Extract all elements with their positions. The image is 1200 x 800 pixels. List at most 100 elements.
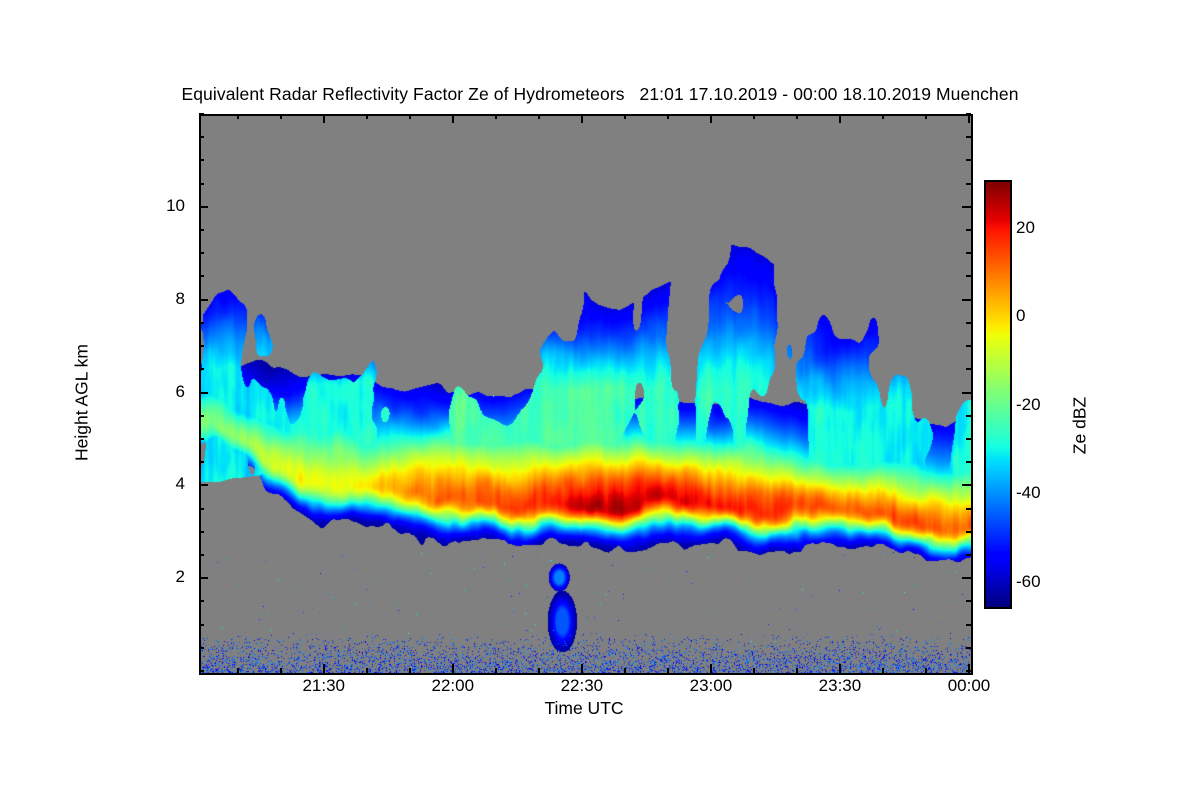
y-tick-minor-right xyxy=(966,553,971,556)
x-tick-minor xyxy=(537,668,540,673)
y-tick-minor-right xyxy=(966,368,971,371)
colorbar-tick-label: 0 xyxy=(1016,306,1026,326)
colorbar-tick-label: -40 xyxy=(1016,483,1041,503)
y-tick-minor xyxy=(199,414,204,417)
x-tick-minor-top xyxy=(881,114,884,119)
x-tick-major-top xyxy=(838,114,841,123)
y-tick-label: 10 xyxy=(166,195,185,215)
y-tick-minor xyxy=(199,321,204,324)
x-tick-minor xyxy=(881,668,884,673)
y-tick-minor xyxy=(199,670,204,672)
x-tick-minor-top xyxy=(752,114,755,119)
y-tick-minor xyxy=(199,113,204,115)
x-tick-minor-top xyxy=(236,114,239,119)
y-tick-minor-right xyxy=(966,414,971,417)
x-tick-major xyxy=(451,664,454,673)
x-tick-minor-top xyxy=(623,114,626,119)
x-tick-minor-top xyxy=(279,114,282,119)
figure-title: Equivalent Radar Reflectivity Factor Ze … xyxy=(181,84,1019,104)
y-tick-label: 6 xyxy=(175,381,185,401)
y-tick-minor-right xyxy=(966,136,971,139)
colorbar-tick-label: 20 xyxy=(1016,217,1035,237)
colorbar-tick-label: -20 xyxy=(1016,394,1041,414)
y-tick-minor xyxy=(199,623,204,626)
y-axis-title: Height AGL km xyxy=(71,343,92,462)
y-tick-minor-right xyxy=(966,507,971,510)
y-tick-minor xyxy=(199,368,204,371)
y-tick-minor-right xyxy=(966,275,971,278)
x-tick-minor xyxy=(795,668,798,673)
x-tick-minor-top xyxy=(494,114,497,119)
x-tick-minor xyxy=(666,668,669,673)
y-tick-minor xyxy=(199,229,204,232)
y-tick-major xyxy=(199,484,208,487)
y-tick-minor-right xyxy=(966,321,971,324)
colorbar-title: Ze dBZ xyxy=(1069,396,1090,455)
x-tick-label: 22:30 xyxy=(560,676,604,695)
x-tick-minor-top xyxy=(924,114,927,119)
y-tick-minor xyxy=(199,646,204,649)
y-tick-minor-right xyxy=(966,623,971,626)
plot-area xyxy=(199,114,973,675)
y-tick-minor xyxy=(199,182,204,185)
y-tick-minor-right xyxy=(966,345,971,348)
y-tick-major-right xyxy=(962,391,971,394)
x-tick-minor xyxy=(279,668,282,673)
y-tick-minor xyxy=(199,345,204,348)
x-tick-minor xyxy=(924,668,927,673)
x-tick-major xyxy=(968,664,970,673)
y-tick-label: 2 xyxy=(175,567,185,587)
x-tick-major-top xyxy=(451,114,454,123)
y-tick-minor-right xyxy=(966,113,971,115)
x-tick-minor-top xyxy=(795,114,798,119)
y-tick-minor-right xyxy=(966,159,971,162)
x-tick-major-top xyxy=(709,114,712,123)
y-tick-minor xyxy=(199,507,204,510)
y-tick-minor-right xyxy=(966,600,971,603)
y-tick-label: 4 xyxy=(175,474,185,494)
colorbar-tick-label: -60 xyxy=(1016,571,1041,591)
y-tick-label: 8 xyxy=(175,288,185,308)
x-tick-minor xyxy=(408,668,411,673)
y-tick-minor-right xyxy=(966,229,971,232)
x-tick-major xyxy=(322,664,325,673)
colorbar-gradient xyxy=(986,182,1010,607)
y-tick-minor-right xyxy=(966,182,971,185)
x-tick-major xyxy=(709,664,712,673)
x-axis-title: Time UTC xyxy=(544,698,624,718)
x-tick-label: 23:00 xyxy=(689,676,733,695)
y-tick-minor xyxy=(199,159,204,162)
y-tick-major-right xyxy=(962,484,971,487)
y-tick-minor xyxy=(199,461,204,464)
y-tick-major-right xyxy=(962,577,971,580)
x-tick-minor xyxy=(365,668,368,673)
y-tick-major xyxy=(199,298,208,301)
y-tick-minor-right xyxy=(966,437,971,440)
y-tick-major xyxy=(199,391,208,394)
x-tick-label: 23:30 xyxy=(818,676,862,695)
y-tick-minor xyxy=(199,275,204,278)
y-tick-minor xyxy=(199,252,204,255)
x-tick-minor-top xyxy=(537,114,540,119)
x-tick-minor xyxy=(623,668,626,673)
y-tick-minor-right xyxy=(966,670,971,672)
y-tick-major xyxy=(199,205,208,208)
x-tick-major-top xyxy=(968,114,970,123)
x-tick-minor-top xyxy=(666,114,669,119)
y-tick-minor-right xyxy=(966,646,971,649)
x-tick-minor xyxy=(752,668,755,673)
colorbar xyxy=(984,180,1012,609)
x-tick-minor xyxy=(494,668,497,673)
y-tick-minor-right xyxy=(966,252,971,255)
x-tick-major xyxy=(580,664,583,673)
x-tick-label: 21:30 xyxy=(302,676,345,695)
y-tick-minor xyxy=(199,530,204,533)
y-tick-minor xyxy=(199,136,204,139)
y-tick-major xyxy=(199,577,208,580)
y-tick-major-right xyxy=(962,205,971,208)
x-tick-major xyxy=(838,664,841,673)
x-tick-minor xyxy=(236,668,239,673)
x-tick-major-top xyxy=(322,114,325,123)
x-tick-major-top xyxy=(580,114,583,123)
x-tick-minor-top xyxy=(365,114,368,119)
